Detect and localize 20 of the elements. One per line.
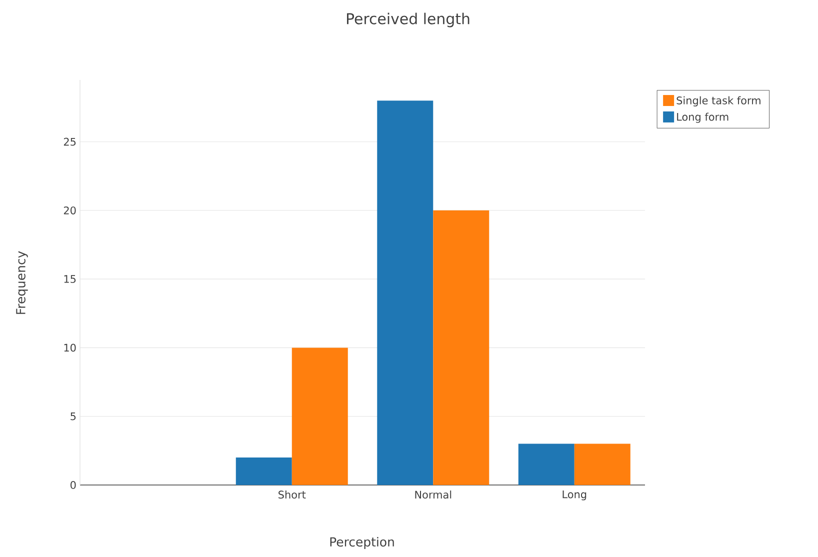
- bar: [377, 100, 434, 485]
- y-tick-label: 10: [64, 344, 76, 352]
- y-tick-label: 0: [70, 481, 76, 489]
- y-tick-label: 5: [70, 412, 76, 420]
- x-tick-label: Normal: [415, 490, 452, 499]
- y-tick-label: 15: [64, 275, 76, 283]
- x-tick-label: Short: [278, 490, 306, 499]
- x-tick-label: Long: [562, 490, 586, 500]
- bar: [236, 458, 292, 485]
- bar: [433, 210, 490, 485]
- y-tick-label: 25: [64, 138, 76, 146]
- x-axis-title: Perception: [330, 536, 394, 550]
- legend-label: Long form: [677, 112, 728, 123]
- y-axis-title: Frequency: [16, 251, 28, 314]
- bar: [574, 444, 630, 485]
- y-tick-label: 20: [64, 206, 76, 214]
- bar: [518, 444, 574, 485]
- legend-label: Single task form: [676, 96, 760, 106]
- bar: [292, 348, 348, 485]
- chart-title: Perceived length: [346, 12, 470, 28]
